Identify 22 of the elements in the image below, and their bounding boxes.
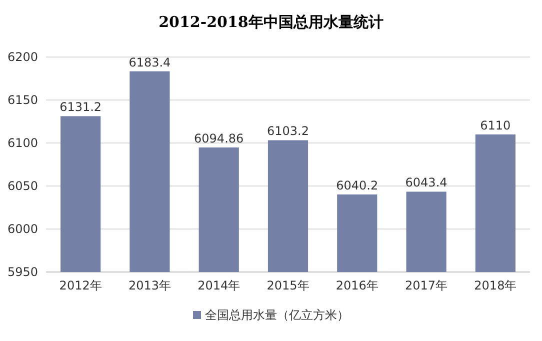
x-tick-label: 2017年	[405, 278, 448, 293]
x-tick-label: 2016年	[336, 278, 378, 293]
x-tick-label: 2013年	[128, 278, 171, 293]
data-label: 6110	[480, 118, 511, 132]
y-tick-label: 6100	[7, 136, 38, 150]
data-label: 6103.2	[267, 124, 309, 138]
data-label: 6131.2	[60, 100, 102, 114]
data-label: 6043.4	[405, 176, 448, 190]
y-tick-label: 6000	[7, 222, 38, 236]
data-label: 6094.86	[194, 131, 244, 146]
legend-label: 全国总用水量（亿立方米）	[205, 308, 349, 322]
data-label: 6183.4	[128, 55, 171, 70]
chart-title: 2012-2018年中国总用水量统计	[158, 13, 384, 31]
y-tick-label: 6200	[7, 50, 38, 64]
y-tick-label: 6050	[7, 178, 38, 193]
y-tick-label: 5950	[7, 264, 38, 279]
y-tick-label: 6150	[7, 92, 38, 107]
data-label: 6040.2	[336, 178, 378, 192]
x-tick-label: 2018年	[474, 278, 517, 293]
x-tick-label: 2012年	[59, 278, 102, 293]
x-tick-label: 2014年	[198, 278, 240, 293]
x-tick-label: 2015年	[266, 278, 310, 293]
